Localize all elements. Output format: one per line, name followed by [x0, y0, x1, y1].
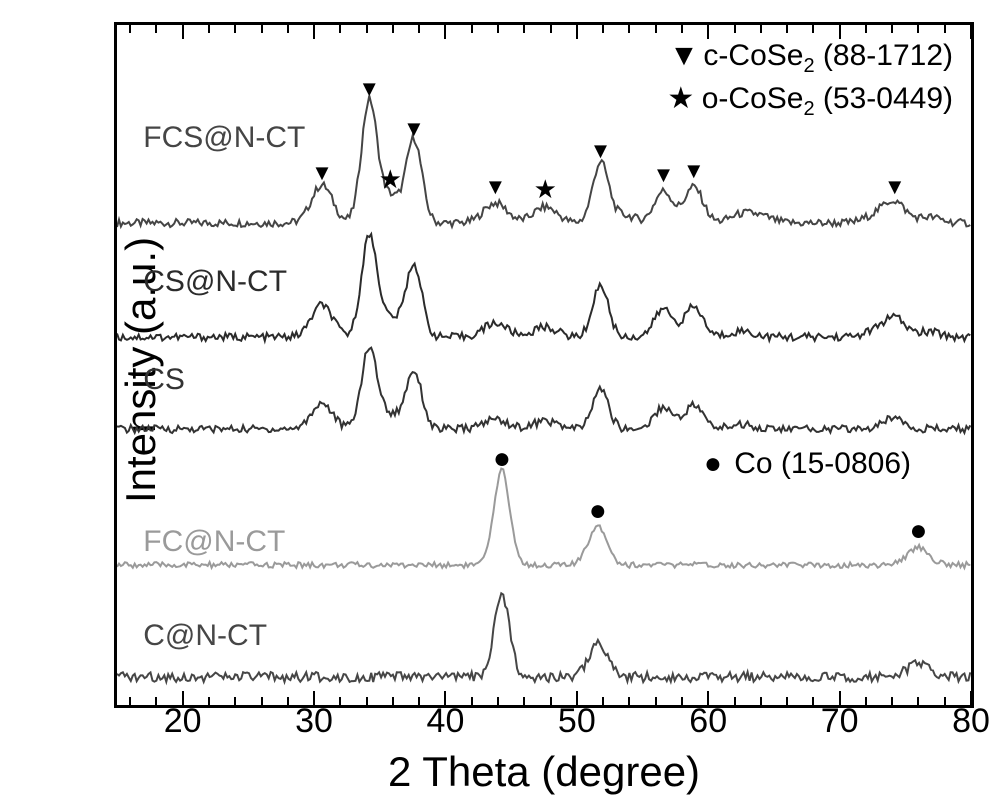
legend-entry: ★ o-CoSe2 (53-0449) — [667, 81, 953, 121]
x-tick-label: 20 — [164, 702, 202, 741]
peak-marker-tri: ▼ — [358, 78, 380, 100]
peak-marker-tri: ▼ — [311, 162, 333, 184]
trace-label: CS@N-CT — [143, 265, 287, 299]
x-tick-label: 80 — [952, 702, 990, 741]
trace-label: CS — [143, 363, 185, 397]
trace-label: C@N-CT — [143, 619, 267, 653]
peak-marker-star: ★ — [379, 166, 402, 192]
x-axis-label: 2 Theta (degree) — [114, 748, 974, 796]
peak-marker-tri: ▼ — [403, 118, 425, 140]
peak-marker-dot: ● — [589, 496, 607, 526]
peak-marker-tri: ▼ — [484, 176, 506, 198]
legend-entry: ▼ c-CoSe2 (88-1712) — [669, 39, 953, 78]
trace-CS — [117, 348, 970, 433]
legend-entry: ● Co (15-0806) — [700, 447, 911, 481]
peak-marker-tri: ▼ — [683, 160, 705, 182]
trace-label: FCS@N-CT — [143, 121, 305, 155]
peak-marker-tri: ▼ — [653, 164, 675, 186]
x-tick-label: 60 — [689, 702, 727, 741]
x-tick-label: 50 — [558, 702, 596, 741]
x-tick-label: 30 — [295, 702, 333, 741]
xrd-figure: Intensity (a.u.) 2 Theta (degree) 203040… — [0, 0, 1000, 797]
x-tick-label: 40 — [427, 702, 465, 741]
trace-label: FC@N-CT — [143, 525, 285, 559]
plot-area: 20304050607080FCS@N-CT▼▼★▼▼★▼▼▼▼CS@N-CTC… — [114, 22, 974, 708]
peak-marker-dot: ● — [493, 444, 511, 474]
peak-marker-star: ★ — [534, 176, 557, 202]
peak-marker-dot: ● — [909, 516, 927, 546]
peak-marker-tri: ▼ — [590, 140, 612, 162]
peak-marker-tri: ▼ — [884, 176, 906, 198]
x-tick-label: 70 — [821, 702, 859, 741]
